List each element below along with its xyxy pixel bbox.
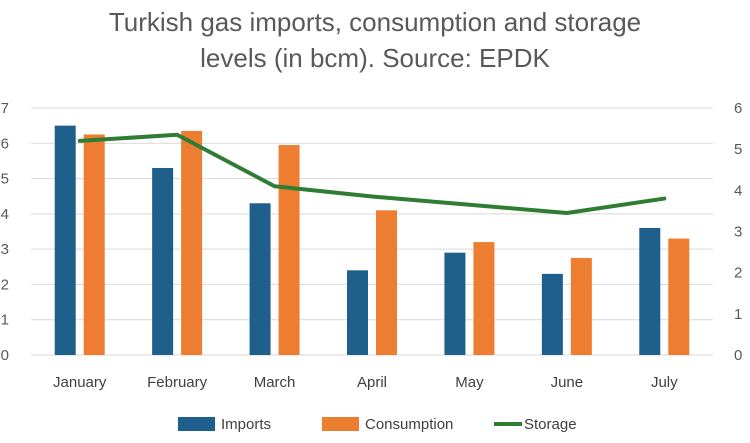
left-axis-tick-label: 6 [1,135,9,152]
left-axis-tick-label: 0 [1,347,9,364]
category-label: March [254,374,296,391]
legend-label-storage: Storage [524,416,577,433]
imports-bar [54,125,76,356]
chart-title-line-1: Turkish gas imports, consumption and sto… [108,7,642,37]
category-label: July [651,374,678,391]
right-axis-tick-label: 4 [734,182,742,199]
right-axis-tick-label: 2 [734,265,742,282]
consumption-bar [376,210,397,355]
legend-label-consumption: Consumption [365,416,453,433]
category-label: May [455,374,484,391]
right-axis-tick-label: 0 [734,347,742,364]
left-axis-tick-label: 7 [1,100,9,117]
storage-line [77,132,667,215]
right-axis-tick-label: 1 [734,306,742,323]
left-axis-tick-label: 5 [1,171,9,188]
legend-swatch-imports [178,417,215,431]
right-axis-tick-label: 3 [734,224,742,241]
imports-bar [444,252,466,355]
legend-swatch-consumption [322,417,359,431]
category-label: April [357,374,387,391]
imports-bar [152,167,174,355]
left-axis-tick-label: 3 [1,241,9,258]
left-axis-tick-label: 1 [1,312,9,329]
category-label: January [53,374,107,391]
right-axis-tick-label: 6 [734,100,742,117]
imports-bar [249,203,271,355]
category-label: February [147,374,208,391]
consumption-bar [278,145,300,355]
right-axis-tick-label: 5 [734,141,742,158]
imports-bar [347,270,368,355]
left-axis-tick-label: 2 [1,276,9,293]
left-axis-tick-label: 4 [1,206,9,223]
chart-title-line-2: levels (in bcm). Source: EPDK [200,43,550,73]
imports-bar [639,227,661,355]
consumption-bar [83,134,105,355]
imports-bar [541,273,563,355]
legend-label-imports: Imports [221,416,271,433]
consumption-bar [473,242,495,355]
category-label: June [551,374,584,391]
consumption-bar [570,257,592,355]
consumption-bar [181,130,203,355]
chart-title: Turkish gas imports, consumption and sto… [0,4,750,76]
consumption-bar [668,238,690,355]
